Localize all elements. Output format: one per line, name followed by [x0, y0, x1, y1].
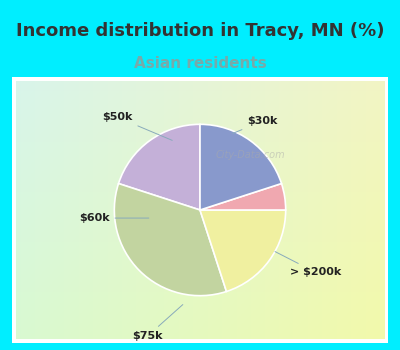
Text: $30k: $30k [233, 116, 278, 133]
Wedge shape [200, 124, 282, 210]
Text: City-Data.com: City-Data.com [216, 149, 285, 160]
Wedge shape [200, 210, 286, 292]
Wedge shape [118, 124, 200, 210]
Wedge shape [200, 183, 286, 210]
Text: > $200k: > $200k [275, 252, 342, 278]
Text: Income distribution in Tracy, MN (%): Income distribution in Tracy, MN (%) [16, 22, 384, 41]
Text: $60k: $60k [79, 213, 149, 223]
Text: $75k: $75k [132, 304, 183, 341]
Text: $50k: $50k [102, 112, 172, 140]
Text: Asian residents: Asian residents [134, 56, 266, 70]
Wedge shape [114, 183, 226, 296]
